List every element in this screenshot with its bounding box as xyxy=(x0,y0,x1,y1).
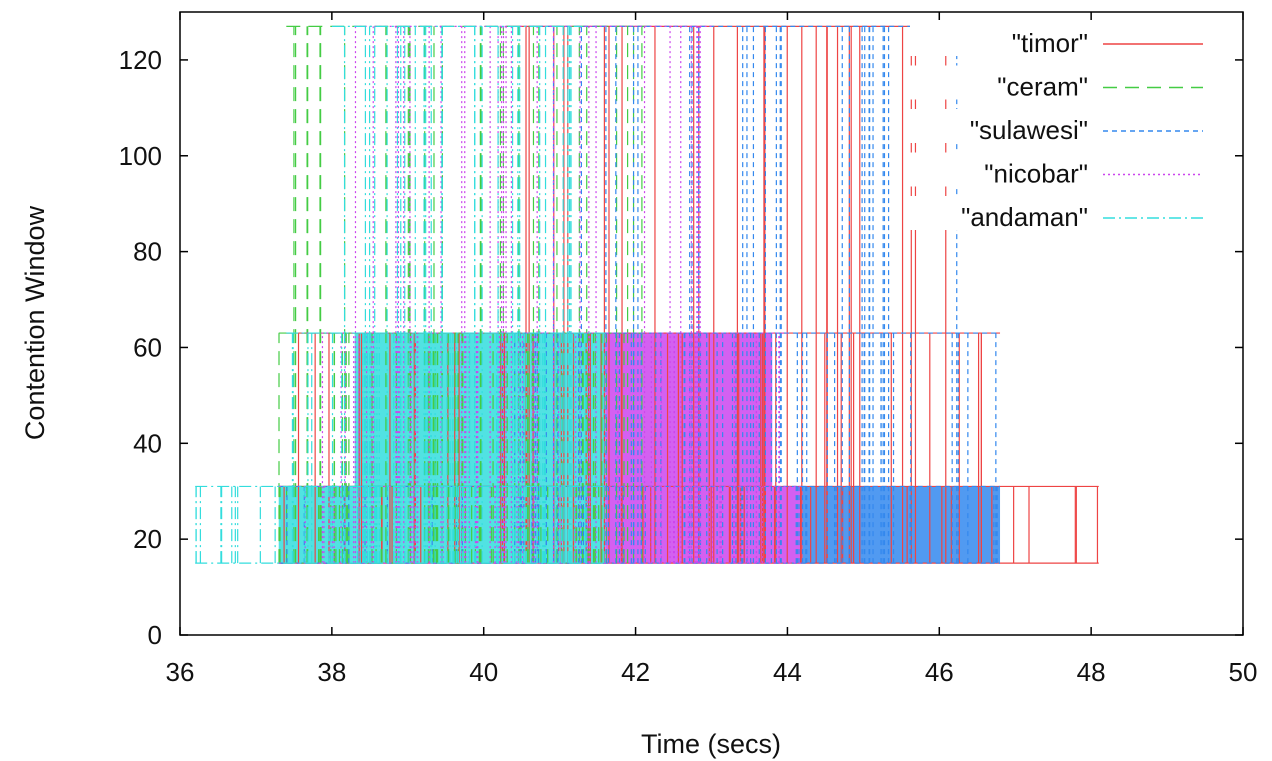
legend-item: "ceram" xyxy=(910,65,1210,102)
legend-label: "nicobar" xyxy=(984,159,1088,189)
y-tick-label: 120 xyxy=(119,45,162,75)
y-tick-label: 0 xyxy=(148,620,162,650)
dense-band xyxy=(802,486,1001,564)
x-tick-label: 36 xyxy=(166,657,195,687)
legend-label: "ceram" xyxy=(997,72,1088,102)
axes: 36 38 40 42 44 46 48 50 0 20 40 60 80 100 120 xyxy=(119,12,1258,687)
x-tick-label: 38 xyxy=(317,657,346,687)
legend-item: "sulawesi" xyxy=(910,109,1210,145)
series-andaman xyxy=(195,25,606,564)
y-tick-label: 20 xyxy=(133,524,162,554)
y-tick-label: 40 xyxy=(133,428,162,458)
legend-item: "timor" xyxy=(910,22,1210,58)
x-tick-label: 42 xyxy=(621,657,650,687)
dense-bands xyxy=(278,333,1001,564)
y-axis-title: Contention Window xyxy=(20,205,50,440)
legend-label: "andaman" xyxy=(961,202,1088,232)
x-tick-label: 40 xyxy=(469,657,498,687)
y-tick-label: 100 xyxy=(119,141,162,171)
y-tick-label: 80 xyxy=(133,237,162,267)
plot-frame xyxy=(179,11,1244,636)
y-tick-label: 60 xyxy=(133,332,162,362)
legend-item: "andaman" xyxy=(910,196,1210,232)
x-tick-label: 44 xyxy=(773,657,802,687)
legend-item: "nicobar" xyxy=(910,152,1210,189)
dense-band xyxy=(605,486,803,564)
legend-label: "sulawesi" xyxy=(970,115,1088,145)
x-axis-title: Time (secs) xyxy=(641,729,781,759)
x-tick-label: 50 xyxy=(1229,657,1258,687)
legend: "timor" "ceram" "sulawesi" "nicobar" "andama… xyxy=(910,22,1210,232)
x-tick-label: 46 xyxy=(925,657,954,687)
x-tick-label: 48 xyxy=(1077,657,1106,687)
legend-label: "timor" xyxy=(1012,28,1088,58)
series-lines xyxy=(195,25,1099,564)
